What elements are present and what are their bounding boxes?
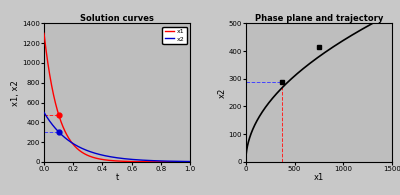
Legend: x1, x2: x1, x2	[162, 27, 187, 44]
Y-axis label: x2: x2	[218, 88, 227, 98]
Y-axis label: x1, x2: x1, x2	[12, 80, 20, 105]
Title: Solution curves: Solution curves	[80, 14, 154, 23]
X-axis label: t: t	[116, 173, 119, 182]
X-axis label: x1: x1	[314, 173, 324, 182]
Title: Phase plane and trajectory: Phase plane and trajectory	[255, 14, 383, 23]
